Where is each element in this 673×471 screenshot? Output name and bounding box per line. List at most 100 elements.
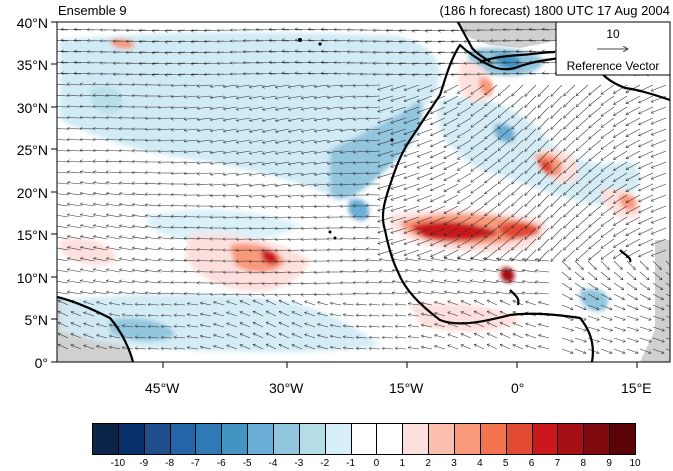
- wind-vector-arrow: [391, 238, 407, 244]
- colorbar-label: 2: [425, 458, 431, 469]
- wind-vector-arrow: [80, 225, 95, 229]
- wind-vector-arrow: [551, 172, 563, 184]
- wind-vector-arrow: [158, 248, 173, 250]
- wind-vector-arrow: [613, 172, 628, 182]
- wind-vector-arrow: [366, 205, 381, 206]
- wind-vector-arrow: [184, 162, 199, 163]
- wind-vector-arrow: [485, 172, 498, 183]
- wind-vector-arrow: [444, 128, 459, 137]
- wind-vector-arrow: [119, 270, 134, 273]
- colorbar-label: 3: [451, 458, 457, 469]
- wind-vector-arrow: [399, 30, 420, 31]
- wind-vector-arrow: [404, 238, 420, 244]
- wind-vector-arrow: [106, 270, 121, 273]
- wind-vector-arrow: [551, 183, 563, 195]
- wind-vector-arrow: [639, 95, 654, 103]
- wind-vector-arrow: [67, 139, 82, 140]
- wind-vector-arrow: [444, 139, 459, 148]
- wind-vector-arrow: [223, 217, 238, 218]
- wind-vector-arrow: [301, 128, 316, 132]
- colorbar-label: -6: [216, 458, 226, 469]
- wind-vector-arrow: [576, 172, 589, 184]
- wind-vector-arrow: [404, 216, 420, 222]
- wind-vector-arrow: [512, 194, 524, 206]
- reference-magnitude: 10: [606, 27, 620, 41]
- wind-vector-arrow: [210, 128, 225, 131]
- wind-vector-arrow: [626, 95, 641, 104]
- wind-vector-arrow: [301, 84, 316, 87]
- wind-vector-arrow: [171, 162, 186, 163]
- wind-vector-arrow: [152, 74, 173, 75]
- wind-vector-arrow: [353, 107, 368, 108]
- wind-vector-arrow: [366, 238, 381, 239]
- colorbar: [92, 423, 636, 455]
- wind-vector-arrow: [412, 30, 433, 31]
- wind-vector-arrow: [126, 63, 147, 64]
- wind-vector-arrow: [412, 74, 433, 75]
- wind-vector-arrow: [404, 161, 420, 167]
- wind-vector-arrow: [282, 29, 303, 30]
- wind-vector-arrow: [613, 128, 628, 138]
- wind-vector-arrow: [197, 85, 212, 86]
- wind-vector-arrow: [165, 30, 186, 31]
- wind-vector-arrow: [67, 183, 82, 185]
- wind-vector-arrow: [269, 29, 290, 30]
- wind-vector-arrow: [378, 106, 394, 112]
- wind-vector-arrow: [485, 227, 498, 238]
- wind-vector-arrow: [529, 29, 550, 30]
- wind-vector-arrow: [404, 172, 420, 178]
- wind-vector-arrow: [93, 215, 108, 218]
- island: [298, 38, 302, 42]
- wind-vector-arrow: [145, 237, 160, 240]
- wind-vector-arrow: [404, 150, 420, 156]
- wind-vector-arrow: [236, 217, 251, 218]
- wind-vector-arrow: [438, 30, 459, 31]
- wind-vector-arrow: [314, 217, 329, 218]
- wind-vector-arrow: [191, 41, 212, 42]
- wind-vector-arrow: [57, 204, 69, 207]
- lat-label-25n: 25°N: [16, 142, 48, 158]
- wind-vector-arrow: [601, 128, 615, 138]
- wind-vector-arrow: [391, 128, 407, 134]
- wind-vector-arrow: [366, 162, 381, 163]
- wind-vector-arrow: [425, 52, 446, 53]
- positive-anomaly-area: [261, 249, 278, 265]
- wind-vector-arrow: [613, 183, 628, 193]
- wind-vector-arrow: [80, 247, 95, 251]
- wind-vector-arrow: [386, 63, 407, 64]
- colorbar-label: -9: [139, 458, 149, 469]
- negative-anomaly-area: [110, 318, 175, 342]
- wind-vector-arrow: [178, 74, 199, 75]
- wind-vector-arrow: [184, 118, 199, 119]
- wind-vector-arrow: [639, 249, 654, 257]
- wind-vector-arrow: [119, 183, 134, 184]
- wind-vector-arrow: [340, 107, 355, 109]
- wind-vector-arrow: [417, 238, 433, 245]
- wind-vector-arrow: [498, 183, 511, 195]
- wind-vector-arrow: [471, 84, 485, 94]
- wind-vector-arrow: [613, 205, 628, 215]
- wind-vector-arrow: [119, 84, 134, 85]
- wind-vector-arrow: [301, 195, 316, 196]
- wind-vector-arrow: [249, 161, 264, 164]
- wind-vector-arrow: [314, 106, 329, 109]
- wind-vector-arrow: [145, 216, 160, 218]
- wind-vector-arrow: [126, 30, 147, 31]
- wind-vector-arrow: [314, 173, 329, 175]
- wind-vector-arrow: [651, 227, 667, 234]
- colorbar-label: 8: [580, 458, 587, 469]
- wind-vector-arrow: [538, 150, 550, 163]
- wind-vector-arrow: [430, 106, 446, 114]
- lon-tick-marks: [162, 362, 638, 368]
- wind-vector-arrow: [262, 117, 277, 121]
- colorbar-box: [454, 423, 481, 455]
- wind-vector-arrow: [275, 150, 290, 154]
- wind-vector-arrow: [551, 150, 563, 162]
- wind-vector-arrow: [516, 29, 537, 30]
- ensemble-title: Ensemble 9: [58, 3, 127, 18]
- wind-vector-arrow: [551, 161, 563, 173]
- wind-vector-arrow: [626, 161, 641, 170]
- wind-vector-arrow: [288, 261, 303, 262]
- island: [390, 138, 394, 142]
- wind-vector-arrow: [210, 173, 225, 174]
